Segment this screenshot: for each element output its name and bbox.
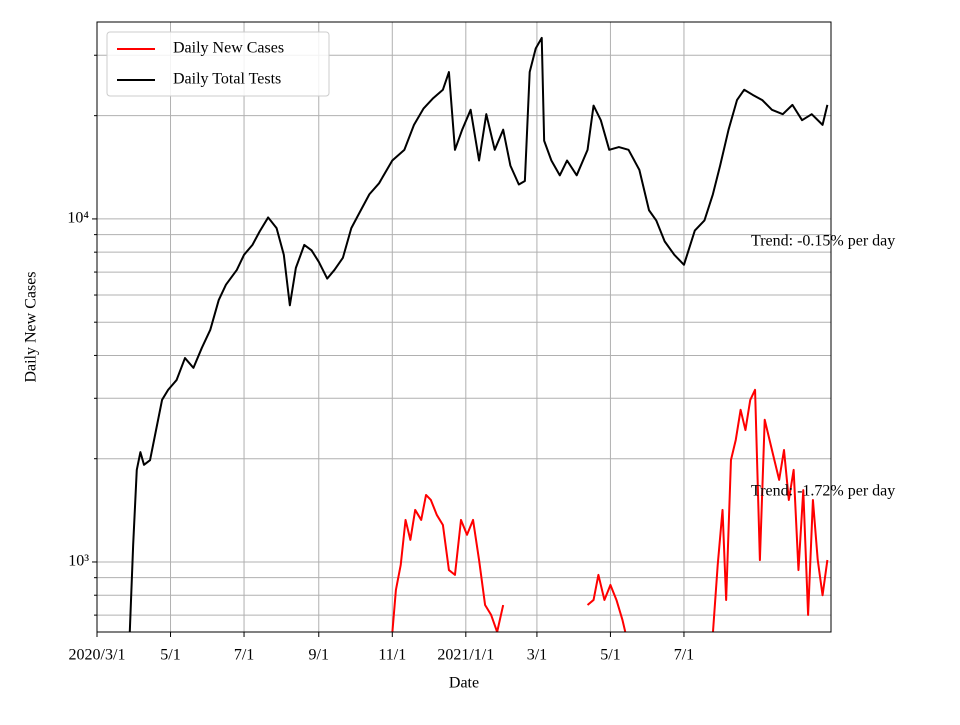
legend-label: Daily Total Tests <box>173 71 281 88</box>
plot-frame <box>96 21 832 633</box>
x-tick-label: 3/1 <box>527 647 547 664</box>
x-tick-label: 2021/1/1 <box>437 647 494 664</box>
annotation: Trend: -1.72% per day <box>751 483 895 500</box>
x-tick-label: 7/1 <box>234 647 254 664</box>
y-tick-label: 10³ <box>68 553 89 570</box>
legend-box <box>106 31 330 97</box>
annotation: Trend: -0.15% per day <box>751 233 895 250</box>
x-tick-label: 5/1 <box>600 647 620 664</box>
x-tick-label: 9/1 <box>309 647 329 664</box>
x-tick-label: 2020/3/1 <box>69 647 126 664</box>
series-line <box>391 388 829 632</box>
x-tick-label: 7/1 <box>674 647 694 664</box>
x-tick-label: 5/1 <box>160 647 180 664</box>
x-axis-label: Date <box>449 675 479 692</box>
y-tick-label: 10⁴ <box>67 210 89 227</box>
y-axis-label: Daily New Cases <box>23 271 40 382</box>
series-line <box>128 36 829 632</box>
legend-label: Daily New Cases <box>173 40 284 57</box>
x-tick-label: 11/1 <box>378 647 406 664</box>
